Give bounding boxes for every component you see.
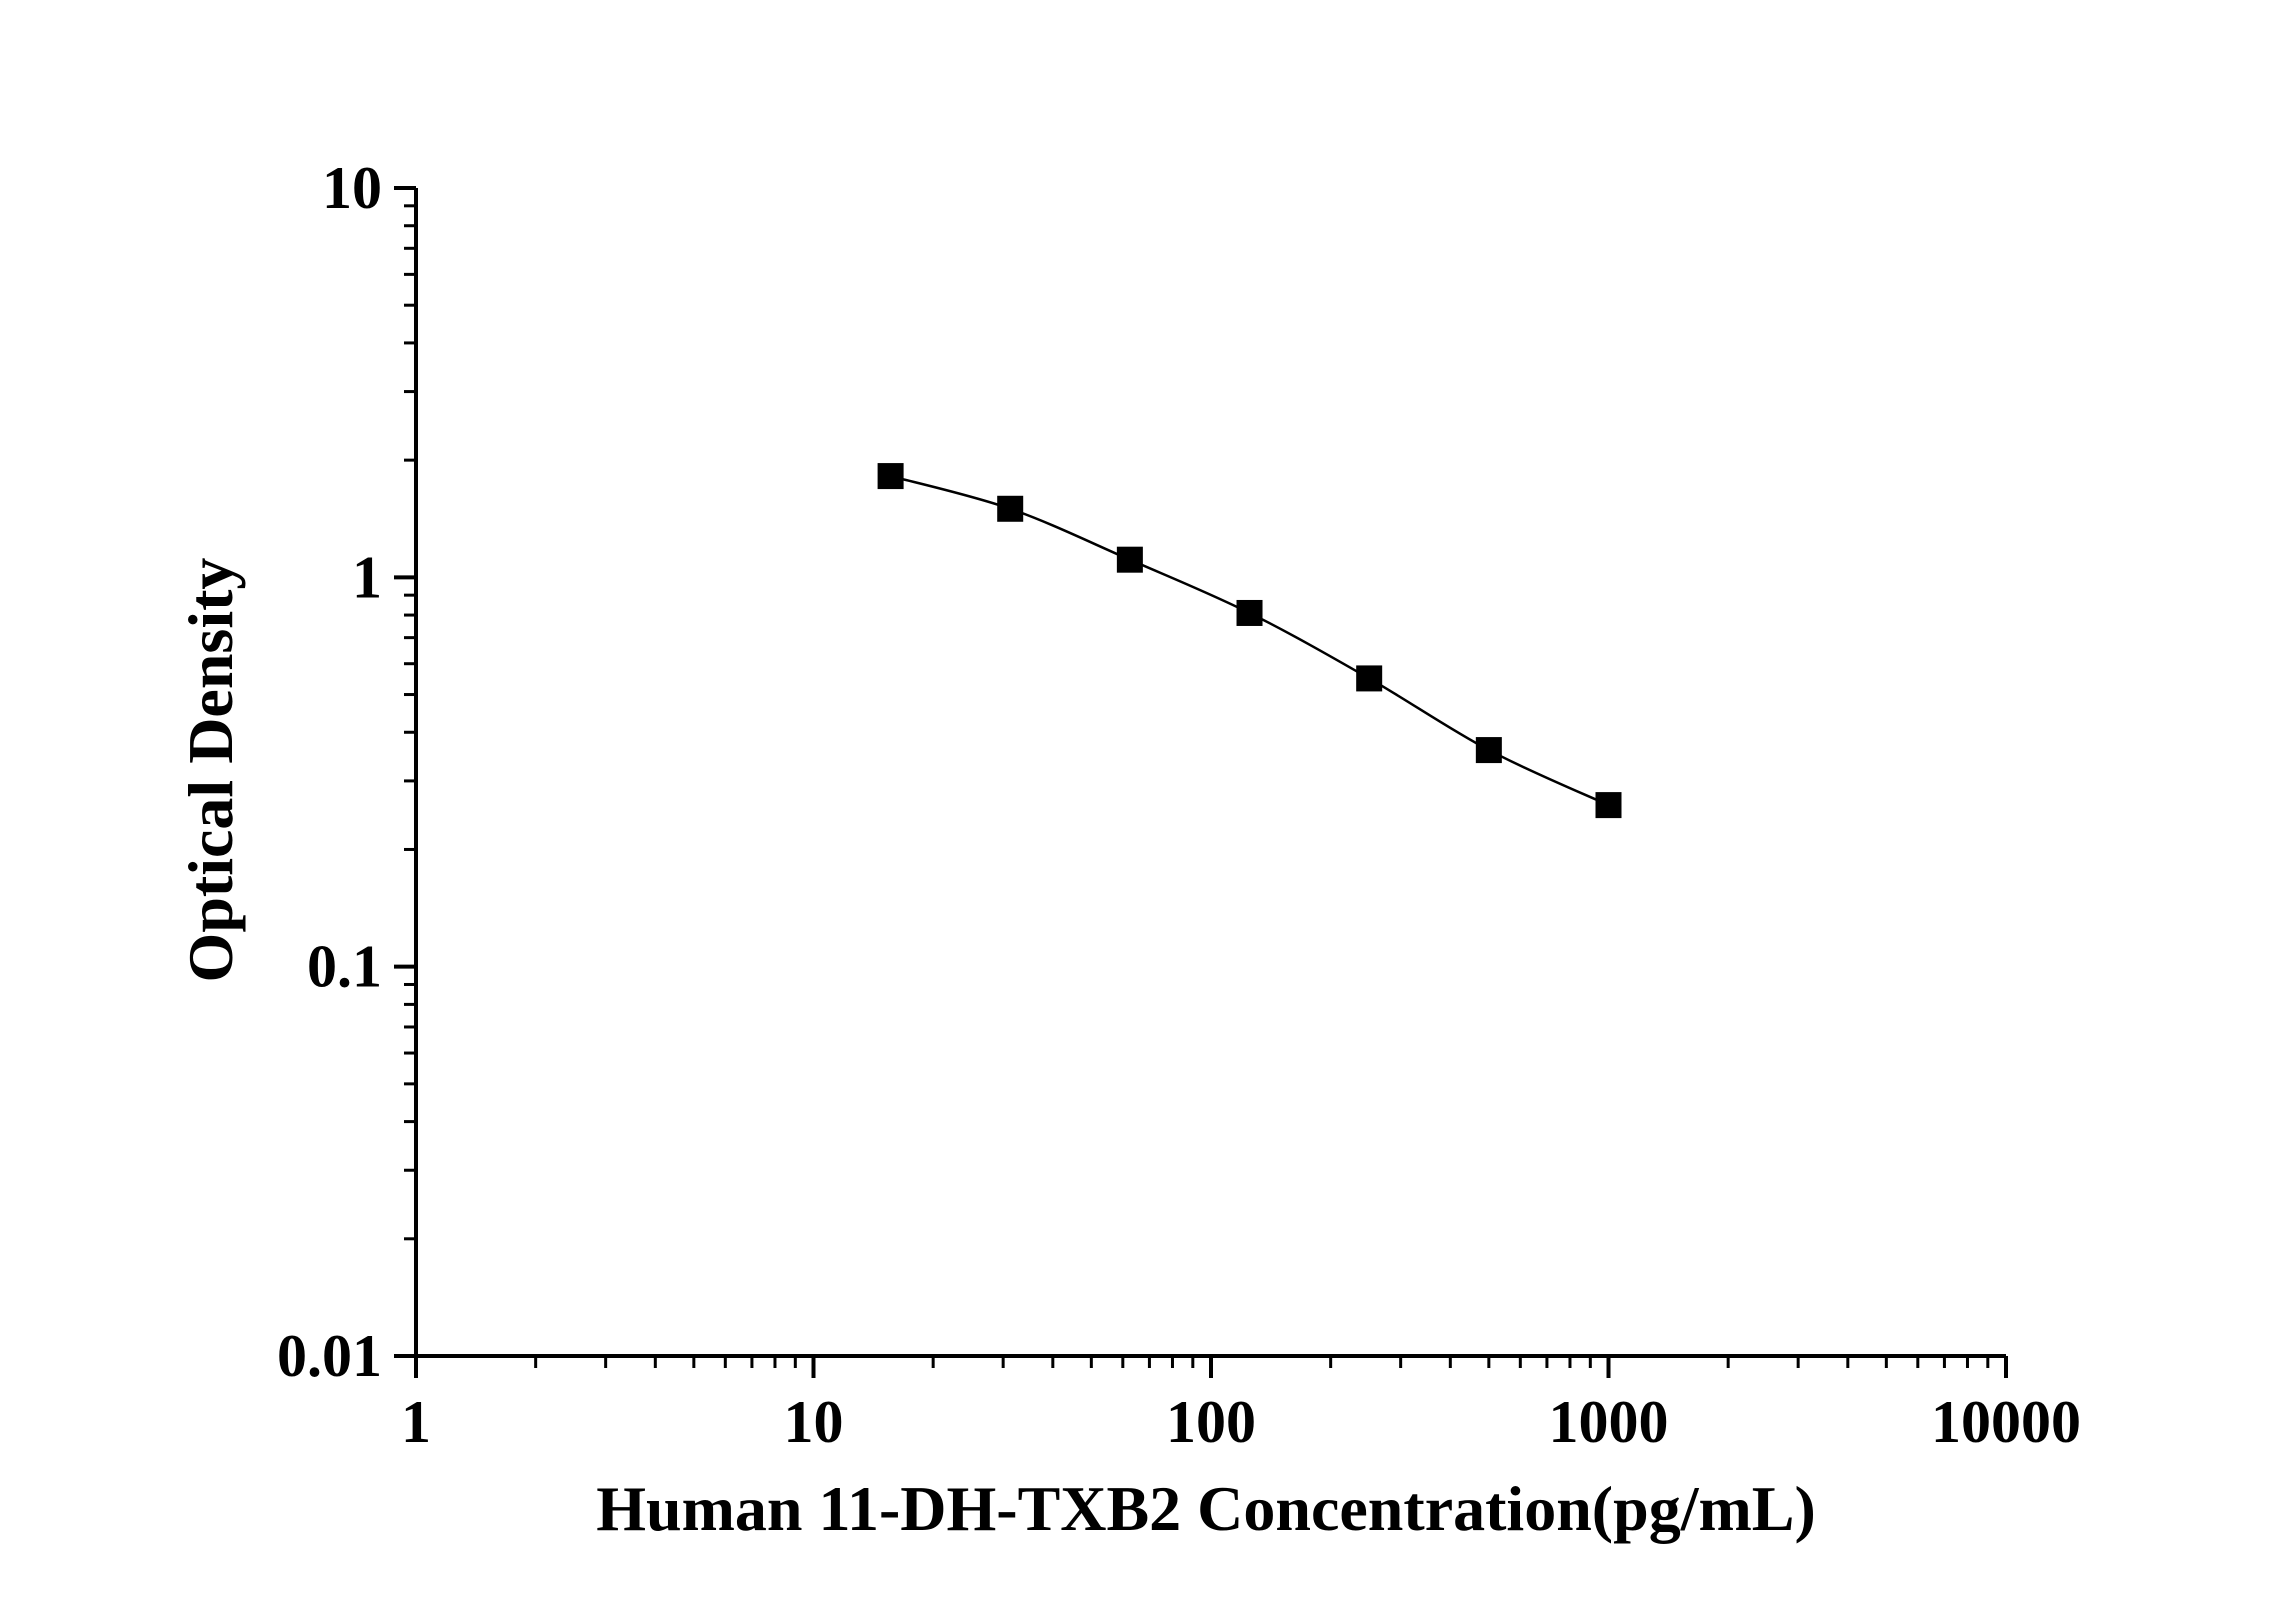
x-tick-label: 1 [401,1389,431,1455]
x-axis-title: Human 11-DH-TXB2 Concentration(pg/mL) [596,1473,1816,1544]
y-tick-label: 1 [352,544,382,610]
data-point [1356,665,1383,692]
y-tick-label: 0.1 [307,934,382,1000]
data-point [997,495,1024,522]
data-point [1595,792,1622,819]
data-point [1475,737,1502,764]
y-axis-title: Optical Density [175,558,246,983]
data-point [1116,546,1143,573]
x-axis-ticks: 1 10 100 1000 10000 [401,1356,2081,1455]
x-tick-label: 100 [1166,1389,1256,1455]
y-axis-ticks: 0.01 0.1 1 10 [277,155,416,1389]
x-tick-label: 10 [784,1389,844,1455]
x-tick-label: 10000 [1931,1389,2081,1455]
data-point [1236,599,1263,626]
y-tick-label: 10 [322,155,382,221]
series-group [877,463,1622,819]
x-tick-label: 1000 [1549,1389,1669,1455]
data-point [877,463,904,490]
axes [414,188,2006,1358]
y-tick-label: 0.01 [277,1323,382,1389]
